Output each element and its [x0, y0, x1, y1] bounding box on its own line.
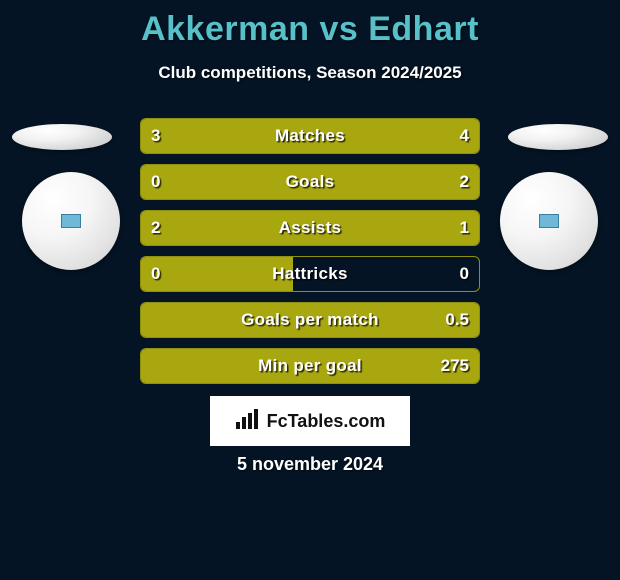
club-logo-placeholder-left [61, 214, 81, 228]
club-badge-right [500, 172, 598, 270]
stat-row: Matches3 4 [140, 118, 480, 154]
page-title: Akkerman vs Edhart [0, 0, 620, 49]
stat-value-right: 4 [460, 119, 469, 153]
stat-value-left: 0 [151, 165, 160, 199]
club-logo-placeholder-right [539, 214, 559, 228]
stat-label: Assists [141, 211, 479, 245]
player-disc-right [508, 124, 608, 150]
bar-chart-icon [235, 408, 261, 435]
logo-text: FcTables.com [267, 411, 386, 432]
stat-value-right: 0.5 [445, 303, 469, 337]
stat-row: Goals per match0.5 [140, 302, 480, 338]
stat-label: Goals per match [141, 303, 479, 337]
date-label: 5 november 2024 [0, 454, 620, 475]
stat-row: Min per goal275 [140, 348, 480, 384]
stat-row: Assists2 1 [140, 210, 480, 246]
stat-row: Hattricks0 0 [140, 256, 480, 292]
player-disc-left [12, 124, 112, 150]
fctables-logo: FcTables.com [210, 396, 410, 446]
stat-value-right: 2 [460, 165, 469, 199]
stat-label: Hattricks [141, 257, 479, 291]
stat-value-left: 2 [151, 211, 160, 245]
stat-value-right: 0 [460, 257, 469, 291]
stat-label: Goals [141, 165, 479, 199]
stat-row: Goals0 2 [140, 164, 480, 200]
stats-bars: Matches34Goals02Assists21Hattricks00Goal… [140, 118, 480, 394]
subtitle: Club competitions, Season 2024/2025 [0, 63, 620, 83]
stat-value-left: 3 [151, 119, 160, 153]
club-badge-left [22, 172, 120, 270]
stat-value-right: 1 [460, 211, 469, 245]
stat-label: Min per goal [141, 349, 479, 383]
stat-value-left: 0 [151, 257, 160, 291]
stat-label: Matches [141, 119, 479, 153]
stat-value-right: 275 [441, 349, 469, 383]
